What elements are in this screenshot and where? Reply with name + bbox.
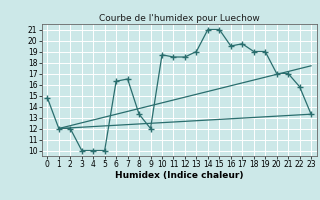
Title: Courbe de l'humidex pour Luechow: Courbe de l'humidex pour Luechow [99, 14, 260, 23]
X-axis label: Humidex (Indice chaleur): Humidex (Indice chaleur) [115, 171, 244, 180]
